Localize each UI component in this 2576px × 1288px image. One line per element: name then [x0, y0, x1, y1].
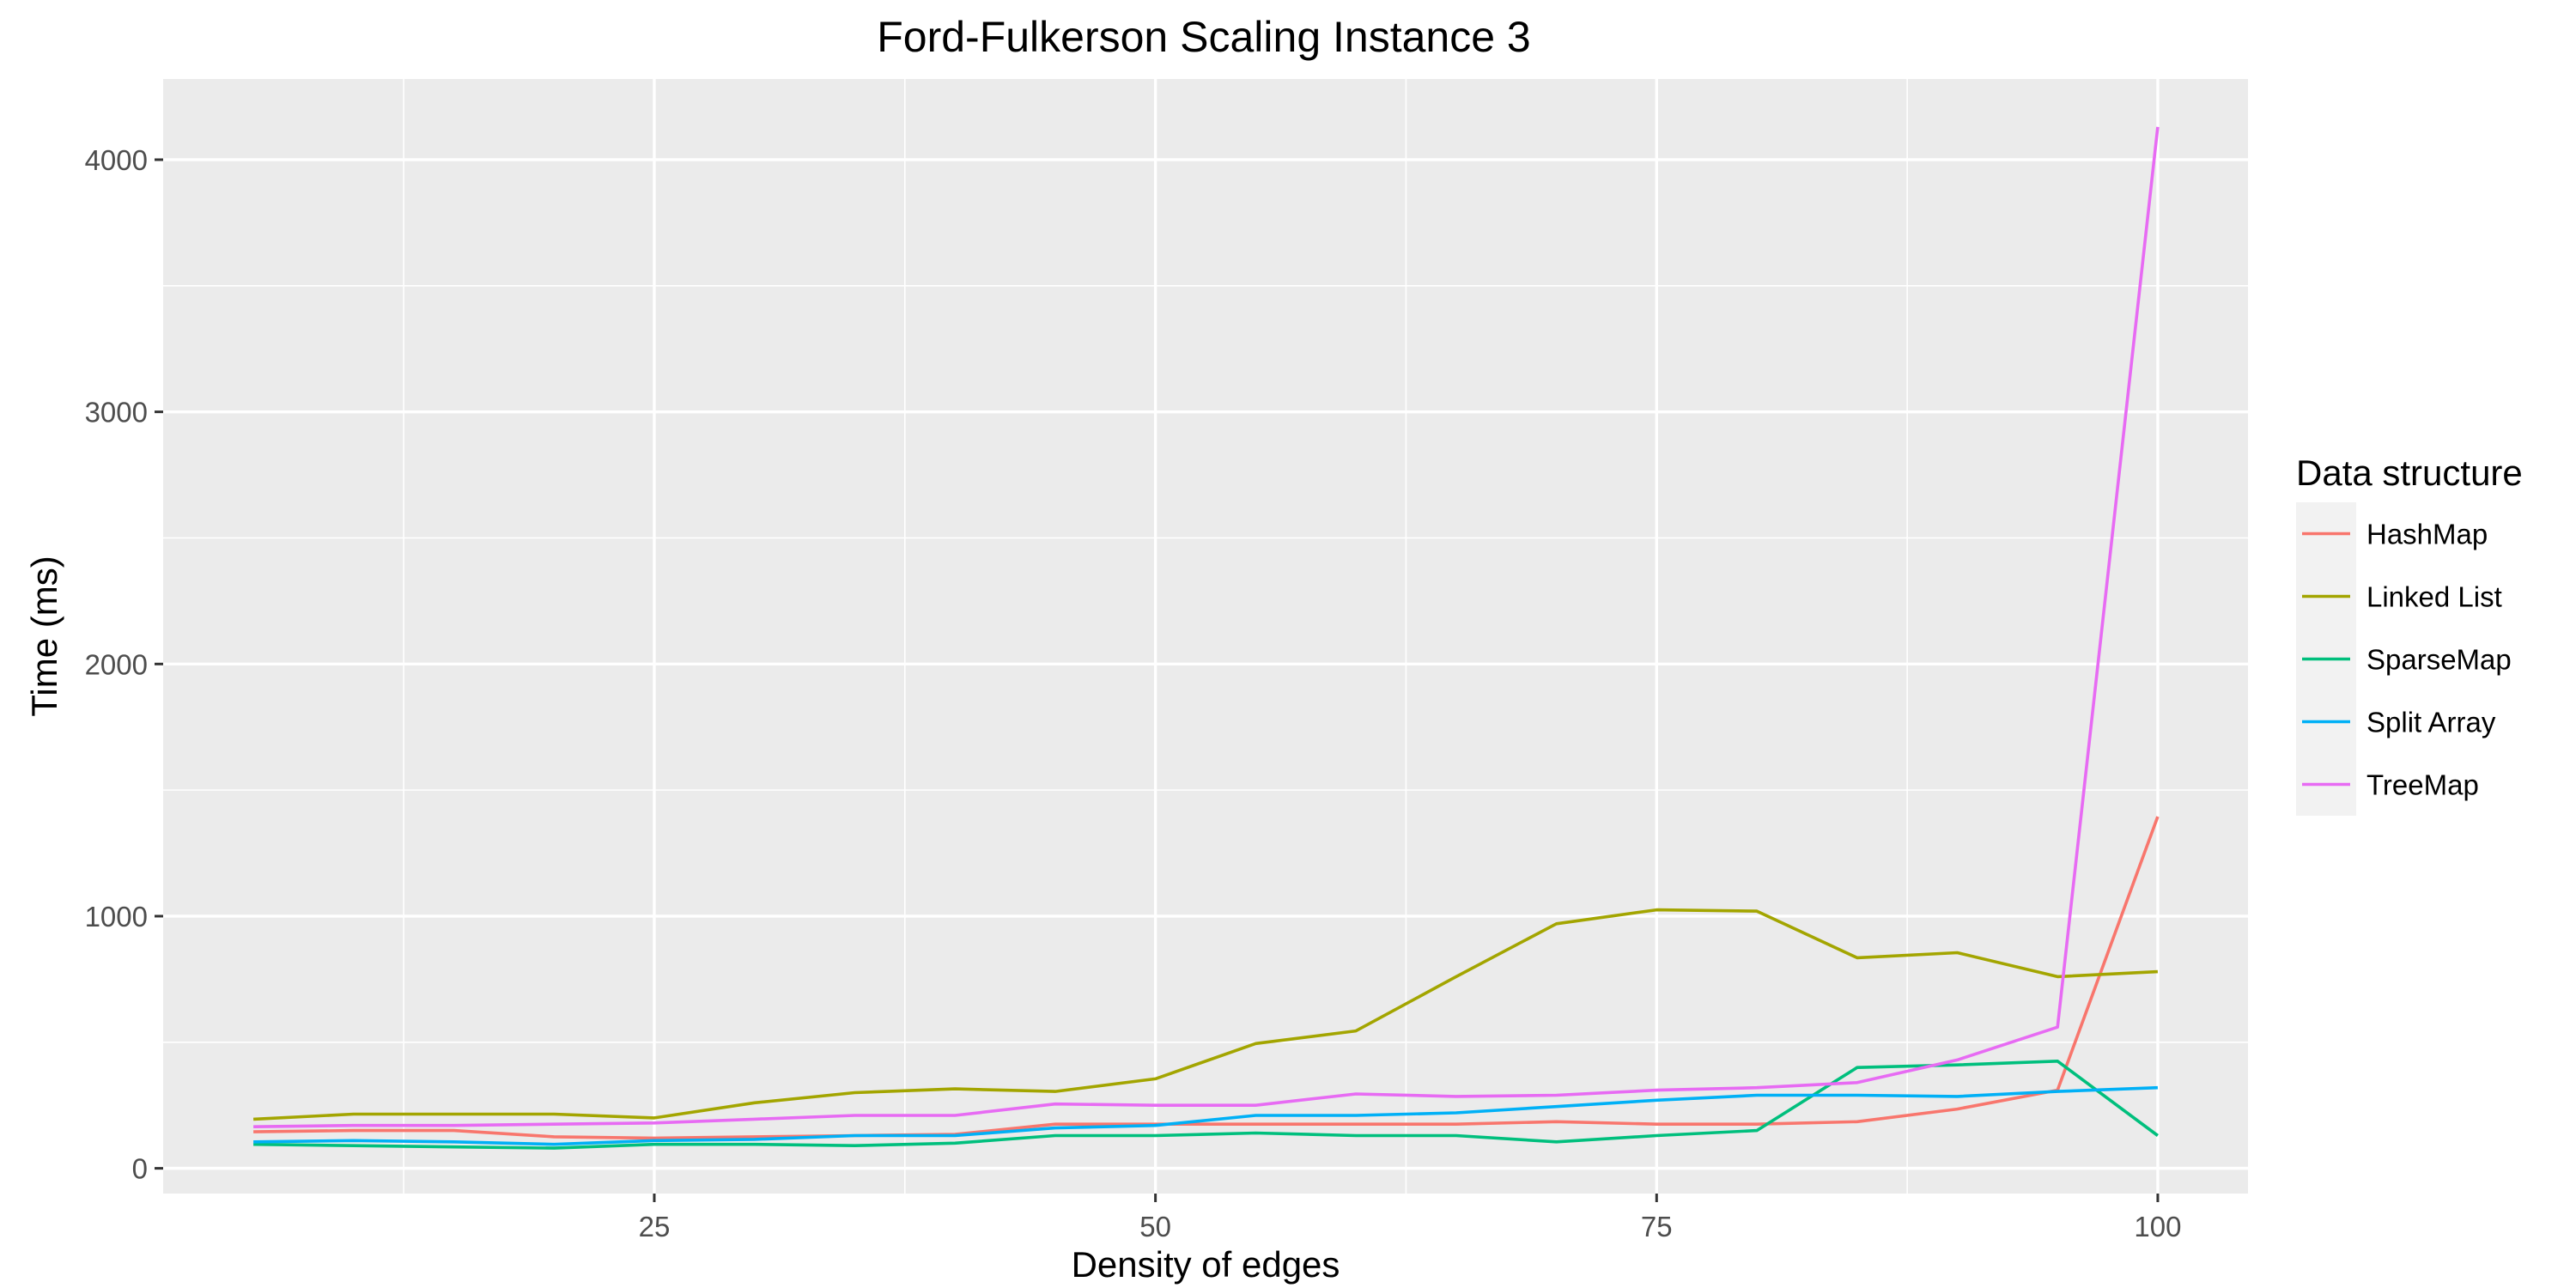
x-axis-title: Density of edges: [1072, 1244, 1340, 1285]
x-tick-label: 100: [2134, 1211, 2181, 1242]
series-line-treemap: [253, 126, 2160, 1128]
series-lines: [253, 126, 2160, 1150]
y-tick-label: 1000: [85, 901, 148, 933]
legend-label: TreeMap: [2366, 769, 2479, 801]
y-tick-label: 3000: [85, 397, 148, 428]
x-tick-label: 50: [1139, 1211, 1171, 1242]
x-axis-ticks: 25 50 75 100: [639, 1194, 2181, 1242]
legend-item-sparsemap: SparseMap: [2296, 628, 2512, 690]
series-line-sparsemap: [253, 1060, 2159, 1150]
series-line-split-array: [253, 1085, 2158, 1146]
grid-minor: [163, 79, 2248, 1194]
plot-panel: [163, 79, 2248, 1194]
legend-label: HashMap: [2366, 519, 2488, 550]
legend-label: Split Array: [2366, 707, 2496, 738]
chart-title: Ford-Fulkerson Scaling Instance 3: [877, 13, 1530, 61]
y-tick-label: 4000: [85, 144, 148, 176]
legend-label: SparseMap: [2366, 644, 2512, 676]
x-tick-label: 75: [1641, 1211, 1673, 1242]
legend-items: HashMap Linked List SparseMap Split Array Tr…: [2296, 502, 2512, 816]
legend-label: Linked List: [2366, 581, 2502, 613]
grid-major: [163, 79, 2248, 1194]
y-axis-title: Time (ms): [24, 556, 64, 716]
legend-item-split-array: Split Array: [2296, 690, 2496, 753]
series-line-hashmap: [253, 816, 2160, 1140]
legend: Data structure HashMap Linked List SparseM…: [2296, 453, 2523, 816]
series-line-linked-list: [253, 908, 2158, 1121]
y-tick-label: 0: [132, 1153, 148, 1185]
legend-item-treemap: TreeMap: [2296, 753, 2479, 816]
y-axis-ticks: 0 1000 2000 3000 4000: [85, 144, 163, 1185]
x-tick-label: 25: [639, 1211, 671, 1242]
legend-title: Data structure: [2296, 453, 2523, 493]
legend-item-linked-list: Linked List: [2296, 565, 2502, 628]
y-tick-label: 2000: [85, 648, 148, 680]
legend-item-hashmap: HashMap: [2296, 502, 2488, 565]
